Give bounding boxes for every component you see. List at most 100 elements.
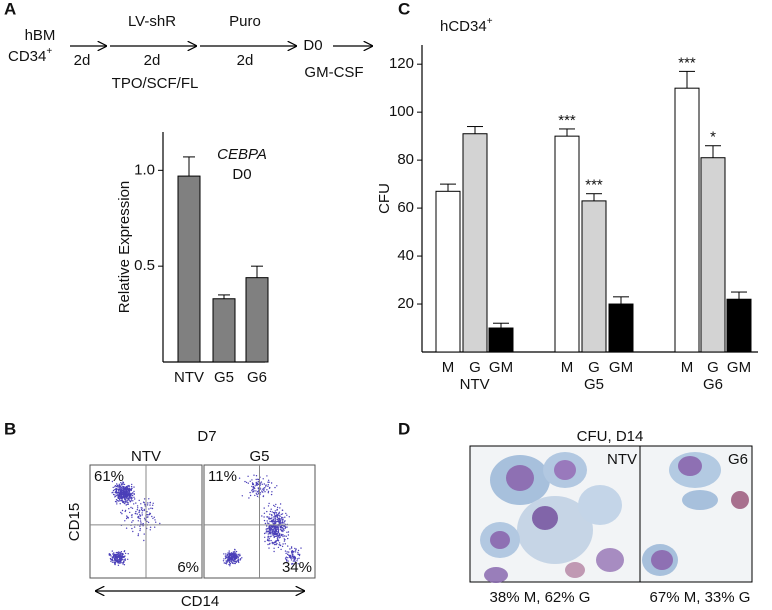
flow-dot <box>262 491 264 493</box>
flow-dot <box>139 520 142 522</box>
flow-dot <box>122 485 124 487</box>
flow-dot <box>112 491 114 493</box>
flow-dot <box>139 525 141 527</box>
flow-dot <box>151 507 154 510</box>
flow-dot <box>229 558 231 560</box>
flow-dot <box>268 525 271 528</box>
flow-dot <box>118 500 120 502</box>
flow-dot <box>120 486 123 489</box>
flow-dot <box>125 527 128 529</box>
flow-dot <box>232 551 235 553</box>
flow-dot <box>282 543 284 545</box>
flow-dot <box>116 488 118 490</box>
flow-dot <box>241 495 243 497</box>
flow-dot <box>128 495 130 497</box>
flow-dot <box>127 553 129 555</box>
schematic-text: 2d <box>144 52 161 69</box>
image-label: NTV <box>607 451 637 468</box>
flow-dot <box>270 530 272 532</box>
flow-dot <box>274 541 276 543</box>
flow-dot <box>287 557 289 559</box>
flow-dot <box>290 546 293 548</box>
flow-dot <box>297 563 299 565</box>
flow-dot <box>277 535 279 537</box>
flow-dot <box>113 552 115 554</box>
flow-dot <box>253 474 255 476</box>
flow-dot <box>232 553 235 555</box>
series-label: GM <box>727 359 751 376</box>
series-label: M <box>681 359 694 376</box>
flow-dot <box>119 498 121 501</box>
flow-dot <box>131 507 134 509</box>
flow-dot <box>231 561 233 563</box>
flow-dot <box>276 525 278 528</box>
flow-dot <box>270 520 273 523</box>
flow-dot <box>255 482 257 484</box>
flow-dot <box>138 517 140 519</box>
y-tick-label: 0.5 <box>134 257 155 274</box>
flow-dot <box>294 547 296 550</box>
flow-dot <box>143 508 145 511</box>
flow-dot <box>130 499 132 501</box>
flow-dot <box>229 562 232 565</box>
flow-dot <box>269 536 271 538</box>
flow-dot <box>127 492 129 494</box>
flow-dot <box>269 527 272 529</box>
flow-dot <box>123 564 126 566</box>
flow-dot <box>284 557 287 559</box>
flow-dot <box>133 503 135 505</box>
flow-dot <box>119 491 121 494</box>
flow-dot <box>278 523 281 525</box>
flow-dot <box>279 544 281 547</box>
flow-dot <box>297 551 299 554</box>
flow-dot <box>281 521 284 523</box>
flow-dot <box>152 517 154 520</box>
flow-dot <box>147 502 149 504</box>
flow-dot <box>116 501 118 503</box>
flow-dot <box>133 526 136 528</box>
flow-dot <box>281 513 284 515</box>
flow-dot <box>267 479 270 481</box>
flow-dot <box>227 556 229 559</box>
series-label: GM <box>489 359 513 376</box>
flow-dot <box>122 491 125 494</box>
flow-dot <box>277 526 279 529</box>
flow-dot <box>225 560 227 562</box>
flow-dot <box>278 534 280 537</box>
flow-dot <box>115 499 118 501</box>
flow-dot <box>291 554 294 556</box>
flow-dot <box>247 482 249 484</box>
schematic-text: TPO/SCF/FL <box>112 75 199 92</box>
flow-dot <box>228 557 230 559</box>
flow-dot <box>257 487 259 489</box>
flow-dot <box>268 481 270 483</box>
flow-dot <box>115 494 118 496</box>
flow-dot <box>280 529 283 531</box>
flow-dot <box>128 486 130 488</box>
flow-dot <box>254 494 256 497</box>
flow-dot <box>120 556 123 558</box>
flow-dot <box>282 530 284 533</box>
flow-dot <box>118 483 121 485</box>
flow-dot <box>274 515 277 517</box>
flow-dot <box>122 553 124 555</box>
flow-dot <box>261 490 263 492</box>
series-label: M <box>561 359 574 376</box>
flow-dot <box>121 562 123 564</box>
flow-dot <box>270 528 272 531</box>
flow-dot <box>113 557 116 560</box>
flow-dot <box>269 513 271 515</box>
flow-dot <box>120 485 122 487</box>
quadrant-label: 34% <box>282 559 312 576</box>
flow-dot <box>123 556 125 559</box>
flow-dot <box>130 514 133 516</box>
flow-dot <box>142 523 144 525</box>
flow-dot <box>122 495 124 498</box>
flow-dot <box>267 538 269 540</box>
flow-dot <box>297 549 300 552</box>
flow-dot <box>272 534 274 537</box>
flow-dot <box>292 563 294 565</box>
flow-dot <box>233 551 236 553</box>
flow-dot <box>294 560 296 563</box>
